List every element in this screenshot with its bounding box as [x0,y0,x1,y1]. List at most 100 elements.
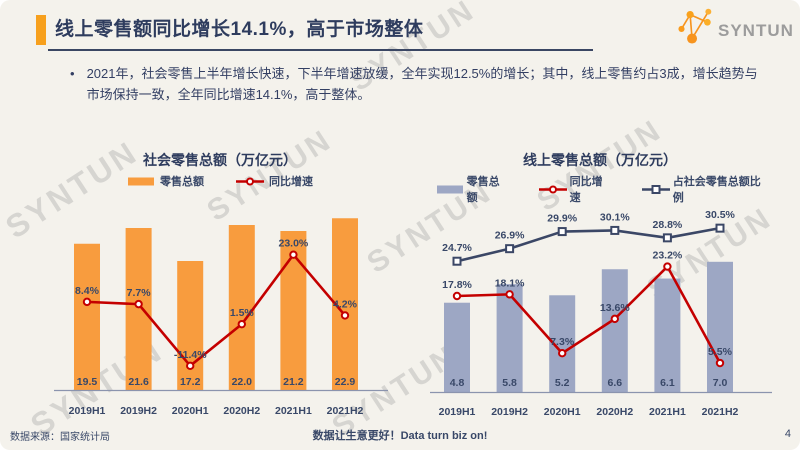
legend-label: 同比增速 [569,176,603,204]
chart-online-retail-title: 线上零售总额（万亿元） [523,152,677,168]
marker-square [610,225,620,235]
category-label: 2019H2 [491,406,528,415]
data-label: 23.2% [653,250,683,262]
category-label: 2019H2 [120,405,157,415]
bar-value-label: 17.2 [180,376,201,388]
bar-2020H1 [177,261,204,390]
marker-circle [663,262,672,271]
chart-social-retail-plot: 8.4% 7.7% -11.4% 1.5% 23.0% 4.2% 19.5 21.6 17.2 2… [54,218,388,415]
legend-label: 同比增速 [269,176,313,188]
bar-value-label: 6.6 [607,377,622,389]
chart-online-retail: 线上零售总额（万亿元） 零售总额 同比增速 占社会零售总额比例 24.7% 26.9%… [420,142,780,415]
data-label: 23.0% [279,238,309,250]
legend-item: 零售总额 [127,173,204,189]
marker-circle [82,297,92,307]
chart-social-retail: 社会零售总额（万亿元） 零售总额 同比增速 8.4% 7.7% -11.4% 1.5% 2… [40,142,400,415]
data-label: 5.5% [708,346,733,358]
data-label: 17.8% [442,279,472,291]
legend-item: 同比增速 [539,173,610,205]
bar-2019H2 [125,228,152,390]
bar-value-label: 5.8 [502,377,517,389]
data-label: 1.5% [230,307,255,319]
data-label: 29.9% [547,213,577,225]
marker-circle [452,291,462,301]
marker-square [505,244,515,254]
bar-value-label: 7.0 [713,377,728,389]
bar-2019H2 [496,284,523,392]
bar-value-label: 22.9 [335,376,356,388]
line-同比增速 [456,265,722,364]
data-label: 24.7% [442,242,472,254]
legend-bar-swatch [128,177,154,185]
data-label: 7.7% [127,287,152,299]
bar-2020H2 [228,225,255,390]
title-underline [48,49,593,51]
marker-circle [505,290,514,299]
marker-circle [715,358,725,368]
syntun-logo-text: SYNTUN [718,21,794,40]
data-label: 30.5% [705,209,735,221]
syntun-network-icon [678,8,712,44]
category-label: 2020H1 [172,405,209,415]
category-label: 2020H1 [544,406,581,415]
footer-data-source: 数据来源：国家统计局 [10,432,110,443]
bar-value-label: 4.8 [450,377,465,389]
data-label: 18.1% [495,277,525,289]
data-label: -11.4% [174,349,207,361]
title-accent-bar [36,15,46,45]
chart-social-retail-title: 社会零售总额（万亿元） [143,152,297,168]
legend-label: 零售总额 [160,176,204,188]
marker-square [662,233,672,243]
bar-2020H2 [601,269,628,392]
category-label: 2021H1 [649,406,686,415]
bar-2019H1 [74,243,100,390]
marker-circle [237,319,247,329]
legend-line-circle-icon [539,185,567,193]
footer-slogan: 数据让生意更好！Data turn biz on! [312,430,488,442]
bar-value-label: 21.6 [128,376,149,388]
category-label: 2020H2 [223,405,260,415]
legend-item: 同比增速 [236,173,313,189]
marker-circle [134,299,143,309]
data-label: 7.3% [550,336,575,348]
chart-online-retail-plot: 24.7% 26.9% 29.9% 30.1% 28.8% 30.5% 17.8% 18.1%… [430,209,772,415]
data-label: 8.4% [75,285,100,297]
bar-value-label: 5.2 [555,377,570,389]
data-label: 26.9% [495,230,525,242]
bar-2021H2 [707,261,733,392]
legend-item: 零售总额 [436,173,507,205]
category-label: 2020H2 [596,406,633,415]
page-title: 线上零售额同比增长14.1%，高于市场整体 [55,19,424,40]
marker-circle [186,361,195,371]
line-同比增速 [86,253,346,368]
marker-circle [558,349,567,358]
line-占社会零售总额比例 [456,226,721,263]
bar-value-label: 6.1 [660,377,675,389]
marker-circle [610,314,620,324]
legend-label: 零售总额 [466,176,500,204]
data-label: 13.6% [600,302,630,314]
page-number: 4 [784,428,791,440]
bullet-text: 2021年，社会零售上半年增长快速，下半年增速放缓，全年实现12.5%的增长；其… [86,66,758,102]
category-label: 2021H2 [702,406,739,415]
category-label: 2019H1 [439,406,476,415]
summary-bullet: • 2021年，社会零售上半年增长快速，下半年增速放缓，全年实现12.5%的增长… [70,63,770,105]
legend-line-circle-icon [236,177,264,185]
legend-label: 占社会零售总额比例 [672,176,761,204]
marker-circle [289,250,298,259]
data-label: 4.2% [333,298,358,310]
legend-line-square-icon [642,184,670,194]
chart-social-retail-legend: 零售总额 同比增速 [40,173,400,189]
bar-value-label: 21.2 [283,376,304,388]
bar-2019H1 [444,302,470,392]
marker-square [715,223,725,233]
bar-value-label: 19.5 [77,376,98,388]
syntun-logo: SYNTUN [670,6,794,50]
data-label: 28.8% [653,219,683,231]
marker-square [557,227,567,237]
category-label: 2021H1 [275,405,312,415]
category-label: 2019H1 [69,405,106,415]
bar-2021H1 [654,278,681,392]
bar-value-label: 22.0 [232,376,253,388]
